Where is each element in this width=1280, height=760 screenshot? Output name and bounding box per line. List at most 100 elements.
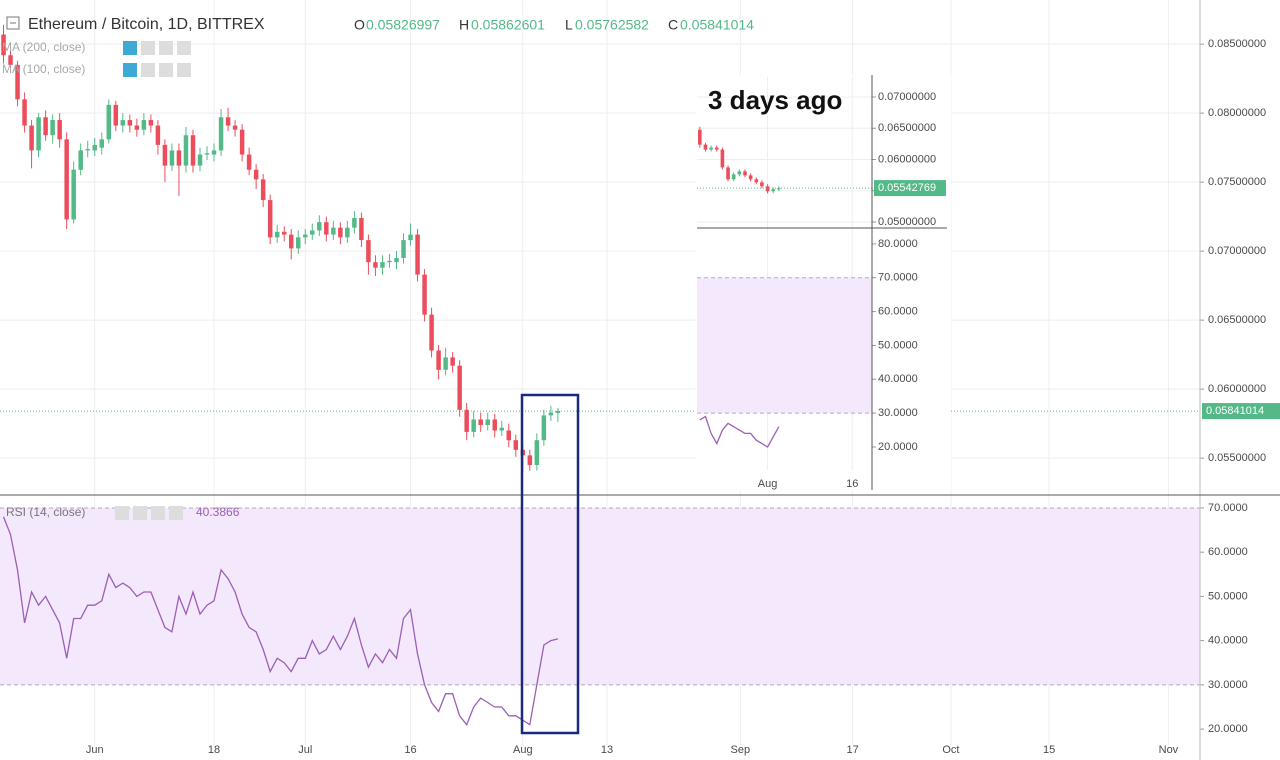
- candle-body: [513, 440, 519, 450]
- y-tick-label: 0.05500000: [1208, 452, 1266, 464]
- inset-chart: 0.070000000.065000000.060000000.05500000…: [696, 75, 951, 491]
- indicator-icons: [115, 41, 191, 520]
- candle-body: [720, 149, 725, 168]
- eye-icon[interactable]: [123, 63, 137, 77]
- y-tick-label: 20.0000: [878, 441, 918, 453]
- candle-body: [148, 120, 154, 126]
- x-tick-label: 17: [847, 744, 859, 756]
- candle-body: [429, 314, 434, 351]
- last-price-tag: [1202, 403, 1280, 420]
- chart-title: Ethereum / Bitcoin, 1D, BITTREX: [28, 16, 265, 33]
- rsi-line: [2, 516, 559, 726]
- candle-body: [310, 230, 315, 235]
- candle-body: [765, 186, 770, 192]
- settings-icon[interactable]: [141, 41, 155, 55]
- candle-body: [464, 409, 469, 432]
- indicator-label[interactable]: MA (100, close): [2, 62, 85, 76]
- candle-body: [450, 357, 455, 366]
- x-tick-label: Jun: [86, 744, 104, 756]
- y-tick-label: 0.07000000: [1208, 245, 1266, 257]
- candle-body: [714, 147, 719, 150]
- candle-body: [443, 357, 448, 370]
- y-tick-label: 0.08000000: [1208, 107, 1266, 119]
- y-tick-label: 0.06500000: [878, 122, 936, 134]
- rsi-band: [697, 277, 872, 414]
- ohlc-label: C: [668, 17, 678, 33]
- y-tick-label: 0.05000000: [878, 216, 936, 228]
- x-tick-label: 18: [208, 744, 220, 756]
- candle-body: [106, 104, 112, 140]
- candle-body: [415, 234, 420, 275]
- candle-body: [64, 139, 69, 220]
- remove-icon[interactable]: [177, 63, 191, 77]
- candle-body: [78, 150, 83, 170]
- more-icon[interactable]: [159, 63, 173, 77]
- candle-body: [50, 120, 55, 136]
- x-tick-label: Sep: [731, 744, 751, 756]
- y-tick-label: 40.0000: [1208, 635, 1248, 647]
- eye-icon[interactable]: [123, 41, 137, 55]
- candle-body: [204, 153, 210, 155]
- candle-body: [176, 150, 182, 166]
- candle-body: [141, 120, 147, 130]
- candle-body: [408, 234, 413, 241]
- candle-body: [281, 231, 287, 235]
- highlight-box: [520, 393, 580, 735]
- candle-body: [303, 234, 308, 238]
- candle-body: [113, 104, 119, 126]
- y-tick-label: 0.07500000: [1208, 176, 1266, 188]
- candle-body: [239, 129, 245, 155]
- candle-body: [183, 135, 189, 166]
- candle-body: [499, 427, 504, 431]
- more-icon[interactable]: [151, 506, 165, 520]
- candle-body: [359, 218, 364, 241]
- more-icon[interactable]: [159, 41, 173, 55]
- collapse-icon[interactable]: [6, 16, 20, 30]
- candle-body: [345, 227, 350, 238]
- candle-body: [29, 125, 34, 151]
- candle-body: [155, 125, 161, 145]
- y-tick-label: 0.06000000: [1208, 383, 1266, 395]
- candle-body: [22, 99, 27, 126]
- y-tick-label: 60.0000: [878, 305, 918, 317]
- candle-body: [760, 182, 764, 187]
- candle-body: [527, 455, 533, 466]
- candle-body: [698, 129, 702, 145]
- inset-frame: [697, 75, 947, 490]
- remove-icon[interactable]: [169, 506, 183, 520]
- candle-body: [555, 411, 561, 414]
- candle-body: [8, 55, 13, 65]
- x-tick-label: Aug: [513, 744, 533, 756]
- candle-body: [478, 419, 483, 426]
- candle-body: [57, 120, 62, 140]
- ohlc-value: 0.05762582: [575, 17, 649, 33]
- y-tick-label: 70.0000: [1208, 502, 1248, 514]
- y-tick-label: 50.0000: [878, 339, 918, 351]
- settings-icon[interactable]: [133, 506, 147, 520]
- rsi-title: RSI (14, close): [6, 505, 85, 519]
- candle-body: [485, 419, 490, 426]
- candle-body: [506, 430, 512, 441]
- eye-icon[interactable]: [115, 506, 129, 520]
- y-tick-label: 0.06500000: [1208, 314, 1266, 326]
- rsi-line: [699, 415, 780, 448]
- candle-body: [99, 139, 104, 148]
- ohlc-label: O: [354, 17, 365, 33]
- y-tick-label: 30.0000: [1208, 679, 1248, 691]
- settings-icon[interactable]: [141, 63, 155, 77]
- candle-body: [197, 154, 203, 166]
- last-price-label: 0.05542769: [878, 182, 936, 194]
- candle-body: [43, 117, 48, 136]
- x-tick-label: Nov: [1159, 744, 1179, 756]
- candle-body: [120, 120, 126, 126]
- y-tick-label: 30.0000: [878, 407, 918, 419]
- x-tick-label: 16: [846, 478, 858, 490]
- candle-body: [748, 175, 753, 180]
- candle-body: [218, 117, 224, 151]
- indicator-label[interactable]: MA (200, close): [2, 40, 85, 54]
- candle-body: [324, 222, 329, 235]
- candle-body: [492, 419, 497, 431]
- candle-body: [71, 169, 76, 220]
- remove-icon[interactable]: [177, 41, 191, 55]
